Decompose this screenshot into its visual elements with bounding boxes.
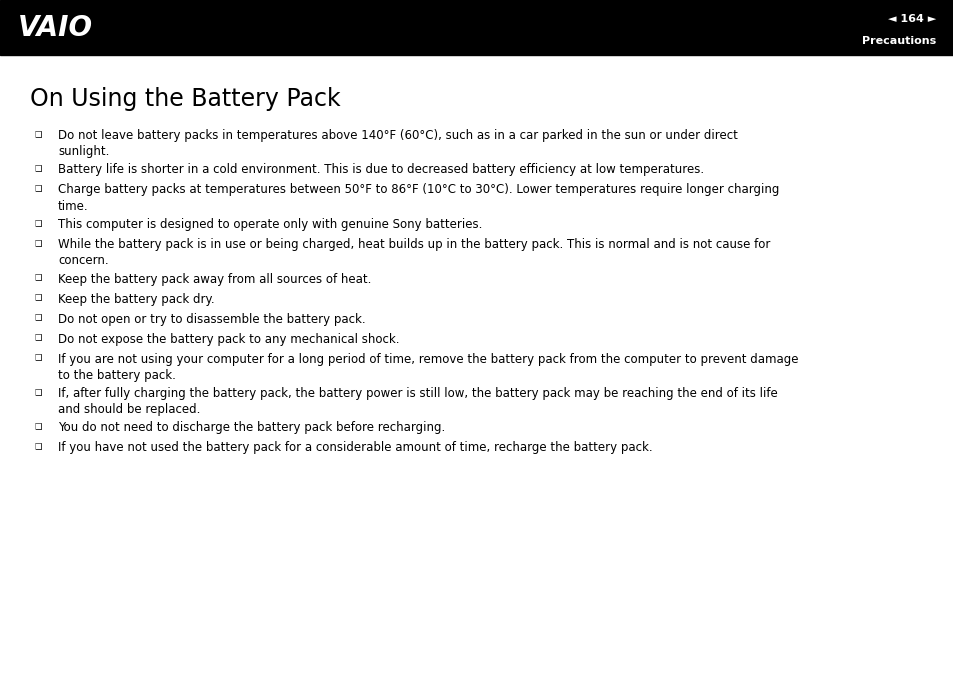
Text: Keep the battery pack away from all sources of heat.: Keep the battery pack away from all sour… xyxy=(58,272,371,286)
Text: ❑: ❑ xyxy=(34,239,42,248)
Text: ❑: ❑ xyxy=(34,293,42,303)
Text: While the battery pack is in use or being charged, heat builds up in the battery: While the battery pack is in use or bein… xyxy=(58,238,770,268)
Text: Keep the battery pack dry.: Keep the battery pack dry. xyxy=(58,293,214,305)
Text: Do not open or try to disassemble the battery pack.: Do not open or try to disassemble the ba… xyxy=(58,313,365,326)
Text: Battery life is shorter in a cold environment. This is due to decreased battery : Battery life is shorter in a cold enviro… xyxy=(58,164,703,177)
Text: ❑: ❑ xyxy=(34,443,42,452)
Bar xyxy=(0,0,953,55)
Text: ❑: ❑ xyxy=(34,334,42,342)
Text: ❑: ❑ xyxy=(34,274,42,282)
Text: ❑: ❑ xyxy=(34,185,42,193)
Text: If, after fully charging the battery pack, the battery power is still low, the b: If, after fully charging the battery pac… xyxy=(58,387,777,417)
Text: ❑: ❑ xyxy=(34,164,42,173)
Text: If you are not using your computer for a long period of time, remove the battery: If you are not using your computer for a… xyxy=(58,353,798,382)
Text: On Using the Battery Pack: On Using the Battery Pack xyxy=(30,87,340,111)
Text: Do not expose the battery pack to any mechanical shock.: Do not expose the battery pack to any me… xyxy=(58,332,399,346)
Text: VAIO: VAIO xyxy=(18,13,93,42)
Text: If you have not used the battery pack for a considerable amount of time, recharg: If you have not used the battery pack fo… xyxy=(58,441,652,454)
Text: You do not need to discharge the battery pack before recharging.: You do not need to discharge the battery… xyxy=(58,421,445,435)
Text: Precautions: Precautions xyxy=(861,36,935,47)
Text: ❑: ❑ xyxy=(34,130,42,139)
Text: ❑: ❑ xyxy=(34,219,42,228)
Text: Charge battery packs at temperatures between 50°F to 86°F (10°C to 30°C). Lower : Charge battery packs at temperatures bet… xyxy=(58,183,779,213)
Text: ❑: ❑ xyxy=(34,353,42,363)
Text: Do not leave battery packs in temperatures above 140°F (60°C), such as in a car : Do not leave battery packs in temperatur… xyxy=(58,129,737,158)
Text: ❑: ❑ xyxy=(34,423,42,431)
Text: ❑: ❑ xyxy=(34,313,42,322)
Text: ◄ 164 ►: ◄ 164 ► xyxy=(887,14,935,24)
Text: This computer is designed to operate only with genuine Sony batteries.: This computer is designed to operate onl… xyxy=(58,218,482,231)
Text: ❑: ❑ xyxy=(34,388,42,397)
